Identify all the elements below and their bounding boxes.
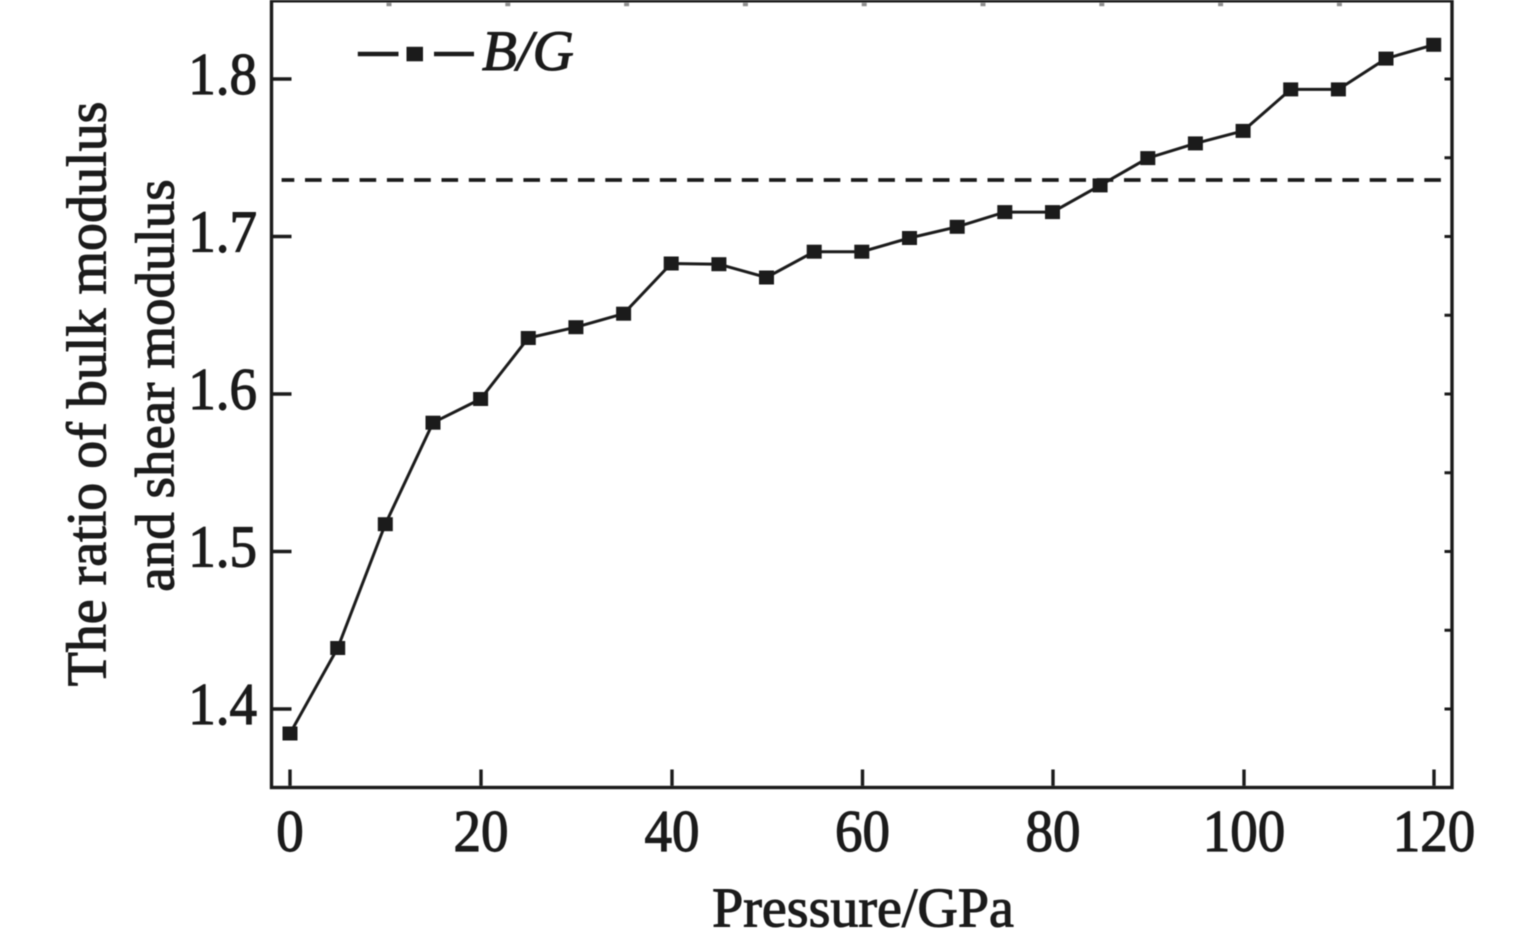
svg-text:1.4: 1.4 xyxy=(188,672,257,738)
svg-text:0: 0 xyxy=(276,799,303,865)
svg-text:B/G: B/G xyxy=(482,20,574,83)
svg-text:1.7: 1.7 xyxy=(188,200,257,266)
svg-text:120: 120 xyxy=(1393,799,1475,865)
svg-text:80: 80 xyxy=(1026,799,1081,865)
svg-text:40: 40 xyxy=(645,799,700,865)
svg-text:1.8: 1.8 xyxy=(188,42,257,108)
svg-text:20: 20 xyxy=(454,799,509,865)
svg-text:and shear modulus: and shear modulus xyxy=(125,179,186,591)
svg-text:1.6: 1.6 xyxy=(188,357,257,423)
svg-text:The ratio of bulk modulus: The ratio of bulk modulus xyxy=(56,102,118,687)
svg-text:60: 60 xyxy=(835,799,890,865)
svg-text:1.5: 1.5 xyxy=(188,515,257,581)
svg-text:100: 100 xyxy=(1203,799,1285,865)
svg-text:Pressure/GPa: Pressure/GPa xyxy=(712,878,1014,940)
